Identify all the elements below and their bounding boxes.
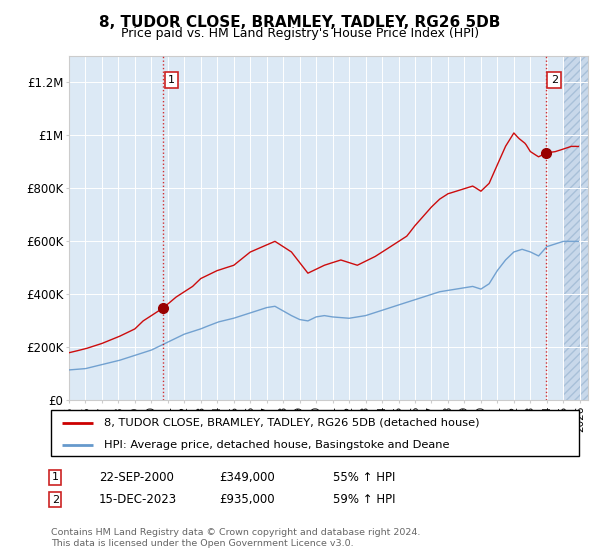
Text: £349,000: £349,000 — [219, 470, 275, 484]
Text: 1: 1 — [168, 75, 175, 85]
Text: 8, TUDOR CLOSE, BRAMLEY, TADLEY, RG26 5DB (detached house): 8, TUDOR CLOSE, BRAMLEY, TADLEY, RG26 5D… — [104, 418, 479, 428]
Text: 59% ↑ HPI: 59% ↑ HPI — [333, 493, 395, 506]
Text: 15-DEC-2023: 15-DEC-2023 — [99, 493, 177, 506]
Text: 55% ↑ HPI: 55% ↑ HPI — [333, 470, 395, 484]
Text: 2: 2 — [52, 494, 59, 505]
Text: 8, TUDOR CLOSE, BRAMLEY, TADLEY, RG26 5DB: 8, TUDOR CLOSE, BRAMLEY, TADLEY, RG26 5D… — [100, 15, 500, 30]
Text: HPI: Average price, detached house, Basingstoke and Deane: HPI: Average price, detached house, Basi… — [104, 440, 449, 450]
Text: Price paid vs. HM Land Registry's House Price Index (HPI): Price paid vs. HM Land Registry's House … — [121, 27, 479, 40]
Text: 2: 2 — [551, 75, 558, 85]
Text: 22-SEP-2000: 22-SEP-2000 — [99, 470, 174, 484]
Text: Contains HM Land Registry data © Crown copyright and database right 2024.
This d: Contains HM Land Registry data © Crown c… — [51, 528, 421, 548]
Text: £935,000: £935,000 — [219, 493, 275, 506]
Text: 1: 1 — [52, 472, 59, 482]
